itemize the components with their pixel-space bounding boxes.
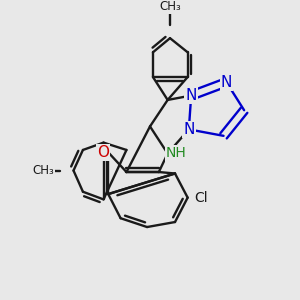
Text: NH: NH xyxy=(166,146,187,161)
Text: N: N xyxy=(183,122,194,137)
Text: Cl: Cl xyxy=(194,190,207,205)
Text: CH₃: CH₃ xyxy=(159,0,181,13)
Text: CH₃: CH₃ xyxy=(32,164,54,177)
Text: N: N xyxy=(221,75,232,90)
Text: O: O xyxy=(97,145,109,160)
Text: N: N xyxy=(185,88,197,103)
